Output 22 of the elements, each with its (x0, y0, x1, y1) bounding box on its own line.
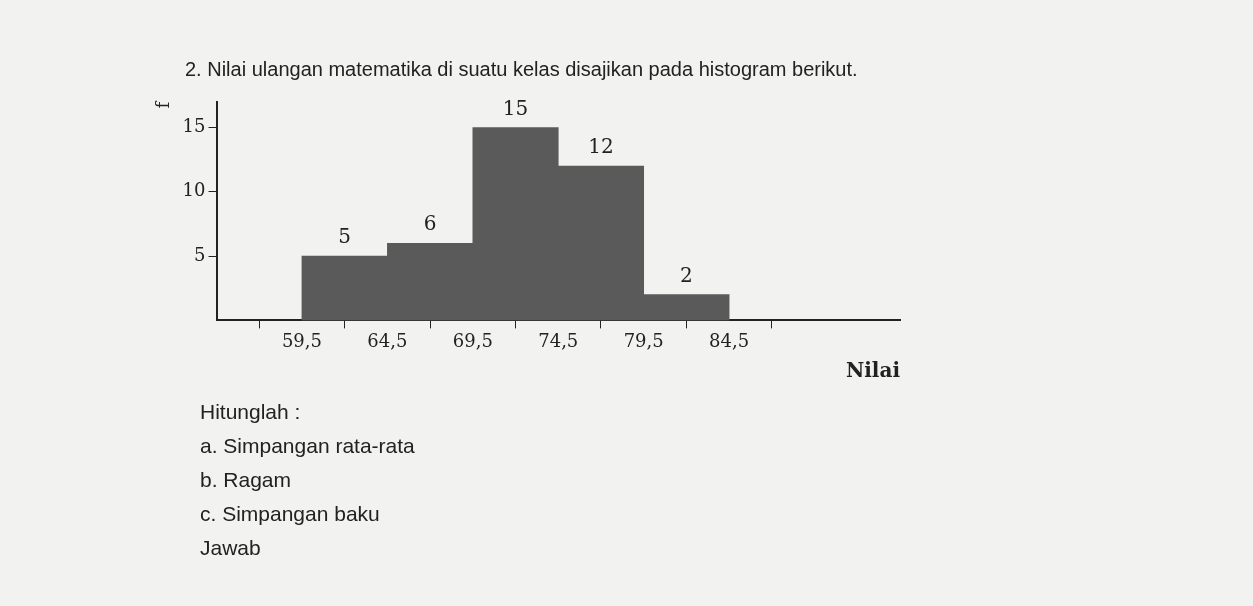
x-tick-label: 64,5 (367, 329, 408, 351)
data-label: 6 (423, 211, 437, 236)
data-label: 15 (502, 95, 529, 120)
text: a. Simpangan rata-rata (200, 433, 415, 459)
data-label: 12 (588, 134, 614, 159)
text: Jawab (200, 535, 262, 561)
y-axis-title: f (152, 100, 174, 109)
data-label: 2 (680, 262, 693, 287)
x-tick-label: 79,5 (623, 329, 664, 351)
text: b. Ragam (200, 467, 293, 493)
y-tick-label: 5 (194, 243, 206, 265)
x-tick-label: 59,5 (281, 329, 322, 351)
y-tick-label: 10 (182, 179, 206, 201)
chart-title: 2. Nilai ulangan matematika di suatu kelas disajikan pada histogram berikut. (185, 58, 858, 81)
x-axis-title: Nilai (845, 358, 901, 383)
y-tick-label: 15 (182, 115, 206, 137)
x-tick-label: 74,5 (538, 329, 579, 351)
x-tick-label: 69,5 (452, 329, 493, 351)
data-label: 5 (338, 224, 352, 249)
text: c. Simpangan baku (200, 501, 381, 527)
x-tick-label: 84,5 (709, 329, 750, 351)
text: Hitunglah : (200, 399, 302, 425)
